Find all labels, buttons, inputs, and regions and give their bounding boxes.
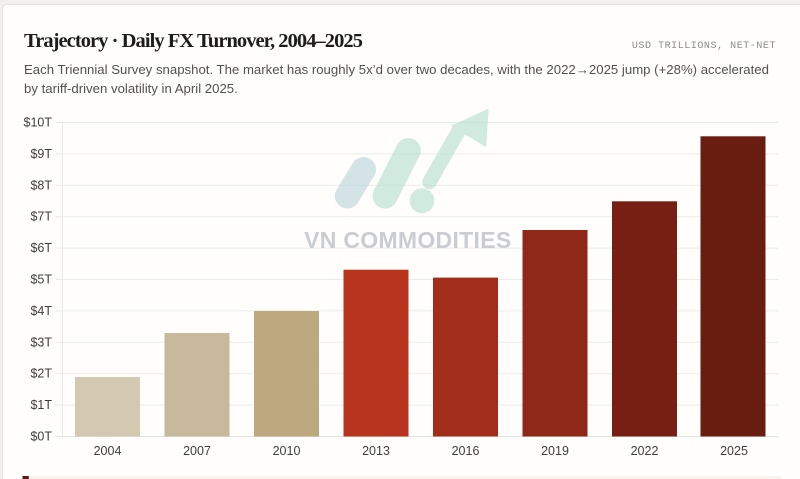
svg-text:2019: 2019 bbox=[541, 444, 569, 458]
svg-text:$9T: $9T bbox=[30, 147, 52, 161]
svg-text:2016: 2016 bbox=[452, 444, 480, 458]
svg-text:$8T: $8T bbox=[30, 178, 52, 192]
svg-text:$2T: $2T bbox=[30, 367, 52, 381]
svg-text:$4T: $4T bbox=[30, 304, 52, 318]
svg-text:2025: 2025 bbox=[720, 444, 748, 458]
svg-text:2013: 2013 bbox=[362, 444, 390, 458]
svg-text:2007: 2007 bbox=[183, 444, 211, 458]
svg-text:$6T: $6T bbox=[30, 241, 52, 255]
svg-text:2022: 2022 bbox=[631, 444, 659, 458]
svg-text:$1T: $1T bbox=[30, 398, 52, 412]
svg-text:$7T: $7T bbox=[30, 210, 52, 224]
svg-text:2010: 2010 bbox=[273, 444, 301, 458]
svg-text:VN COMMODITIES: VN COMMODITIES bbox=[304, 227, 511, 253]
svg-text:$5T: $5T bbox=[30, 273, 52, 287]
svg-text:$3T: $3T bbox=[30, 335, 52, 349]
svg-text:$10T: $10T bbox=[24, 116, 53, 130]
svg-text:$0T: $0T bbox=[30, 430, 52, 444]
svg-text:2004: 2004 bbox=[94, 444, 122, 458]
